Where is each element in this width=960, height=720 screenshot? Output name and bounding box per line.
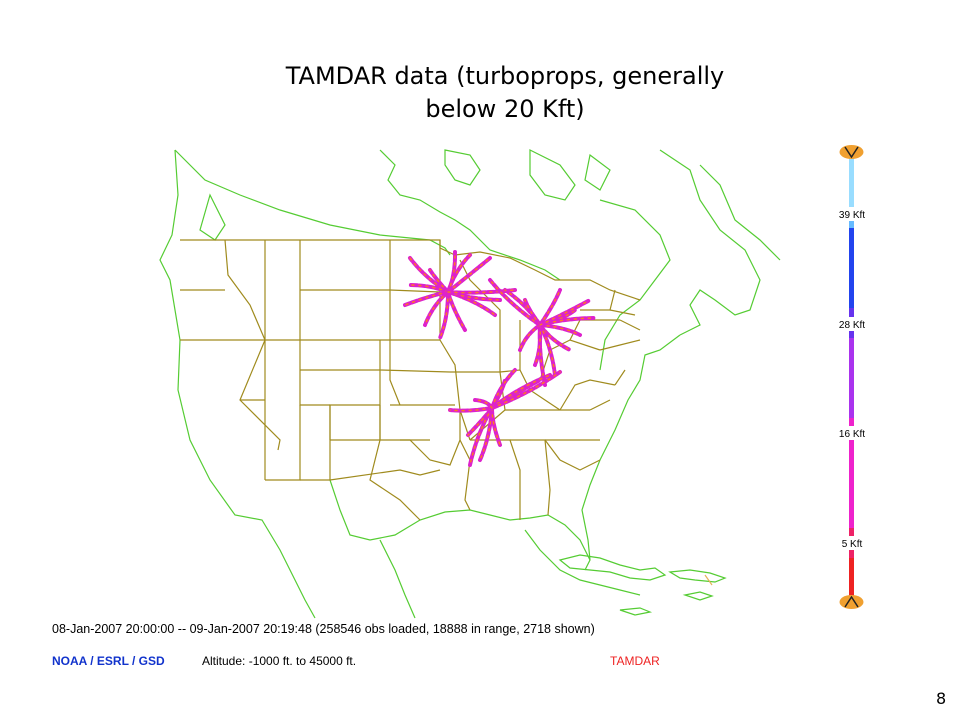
slide-title-line-2: below 20 Kft)	[425, 95, 585, 123]
flight-track	[446, 290, 467, 332]
flight-track	[488, 278, 542, 327]
flight-track	[473, 398, 494, 410]
state-borders	[180, 239, 641, 521]
flight-track-low	[491, 369, 516, 409]
hub-burst-minneapolis	[403, 250, 517, 340]
flight-track-low	[469, 407, 493, 466]
flight-track	[518, 323, 542, 352]
us-map	[159, 149, 781, 619]
tick-label-39: 39 Kft	[839, 210, 865, 221]
flight-track-low	[539, 289, 561, 326]
chevron-up-icon[interactable]	[839, 595, 864, 609]
flight-track-low	[489, 279, 541, 326]
data-source-label: TAMDAR	[610, 654, 660, 668]
flight-track-low	[447, 291, 496, 316]
flight-track-low	[539, 324, 581, 336]
flight-track-low	[534, 324, 541, 366]
flight-track-low	[479, 407, 493, 461]
coastline	[159, 149, 781, 619]
flight-track	[523, 298, 542, 327]
flight-track-low	[439, 291, 449, 339]
tick-label-5: 5 Kft	[842, 539, 863, 550]
flight-track-low	[447, 251, 456, 293]
flight-track-low	[409, 284, 449, 293]
flight-track-low	[539, 324, 546, 386]
altitude-range: Altitude: -1000 ft. to 45000 ft.	[202, 654, 357, 668]
flight-track-low	[429, 269, 449, 293]
page-number: 8	[936, 689, 947, 708]
hub-burst-detroit	[488, 278, 597, 387]
flight-track-low	[539, 324, 571, 351]
tamdar-tracks	[403, 250, 597, 467]
chevron-down-icon[interactable]	[839, 145, 864, 159]
tick-label-28: 28 Kft	[839, 320, 865, 331]
flight-track-low	[447, 254, 471, 293]
slide-title-line-1: TAMDAR data (turboprops, generally	[285, 62, 725, 90]
slide-title: TAMDAR data (turboprops, generally below…	[180, 60, 830, 126]
flight-track-low	[539, 299, 591, 326]
observation-info: 08-Jan-2007 20:00:00 -- 09-Jan-2007 20:1…	[52, 622, 595, 636]
flight-track-low	[519, 324, 541, 351]
flight-track-low	[424, 291, 449, 326]
flight-track-low	[449, 407, 493, 412]
flight-track-low	[447, 257, 491, 293]
flight-track-low	[539, 317, 596, 326]
altitude-color-bar	[849, 158, 854, 600]
tick-label-16: 16 Kft	[839, 429, 865, 440]
flight-track-low	[474, 399, 493, 409]
altitude-legend: 39 Kft 28 Kft 16 Kft 5 Kft	[830, 145, 874, 609]
flight-track-low	[491, 407, 501, 446]
agency-label: NOAA / ESRL / GSD	[52, 654, 165, 668]
hub-burst-memphis	[448, 368, 562, 467]
flight-track-low	[491, 371, 561, 409]
